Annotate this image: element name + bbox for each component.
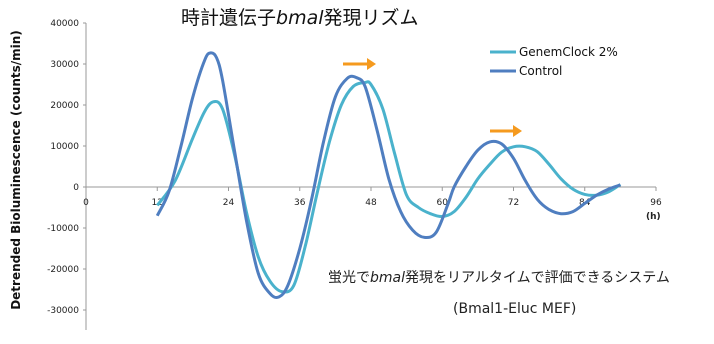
- annotation-part-1: 蛍光で: [328, 270, 370, 286]
- y-tick-label: -30000: [47, 306, 79, 316]
- title-part-2: bmal: [276, 7, 324, 29]
- x-tick-label: 24: [223, 198, 235, 208]
- legend: GenemClock 2% Control: [490, 45, 618, 78]
- x-tick-label: 36: [294, 198, 306, 208]
- series-line-control: [155, 51, 621, 299]
- legend-label-control: Control: [519, 64, 562, 78]
- x-axis-unit: (h): [646, 212, 661, 222]
- title-part-3: 発現リズム: [324, 7, 419, 29]
- x-tick-label: 48: [365, 198, 377, 208]
- x-tick-label: 0: [83, 198, 89, 208]
- y-tick-labels: 40000 30000 20000 10000 0 -10000 -20000 -30000: [47, 19, 86, 316]
- legend-label-genemclock: GenemClock 2%: [519, 45, 618, 59]
- y-tick-label: 40000: [50, 19, 79, 29]
- y-axis-label: Detrended Bioluminescence (counts/min): [9, 30, 23, 310]
- shift-arrow-2: [490, 125, 522, 137]
- y-tick-label: -10000: [47, 224, 79, 234]
- annotation-part-2: bmal: [370, 270, 405, 286]
- y-tick-label: 0: [73, 183, 79, 193]
- y-tick-label: 20000: [50, 101, 79, 111]
- chart-title: 時計遺伝子bmal発現リズム: [181, 7, 419, 29]
- shift-arrow-1: [343, 58, 376, 70]
- y-tick-label: 10000: [50, 142, 79, 152]
- title-part-1: 時計遺伝子: [181, 7, 276, 29]
- y-tick-label: 30000: [50, 60, 79, 70]
- x-tick-label: 96: [650, 198, 662, 208]
- x-tick-label: 72: [508, 198, 519, 208]
- annotation-line-2: (Bmal1-Eluc MEF): [453, 301, 576, 317]
- annotation-line-1: 蛍光でbmal発現をリアルタイムで評価できるシステム: [328, 270, 670, 286]
- x-tick-label: 60: [437, 198, 449, 208]
- annotation-part-3: 発現をリアルタイムで評価できるシステム: [405, 270, 670, 286]
- y-tick-label: -20000: [47, 265, 79, 275]
- series-lines: [155, 51, 622, 299]
